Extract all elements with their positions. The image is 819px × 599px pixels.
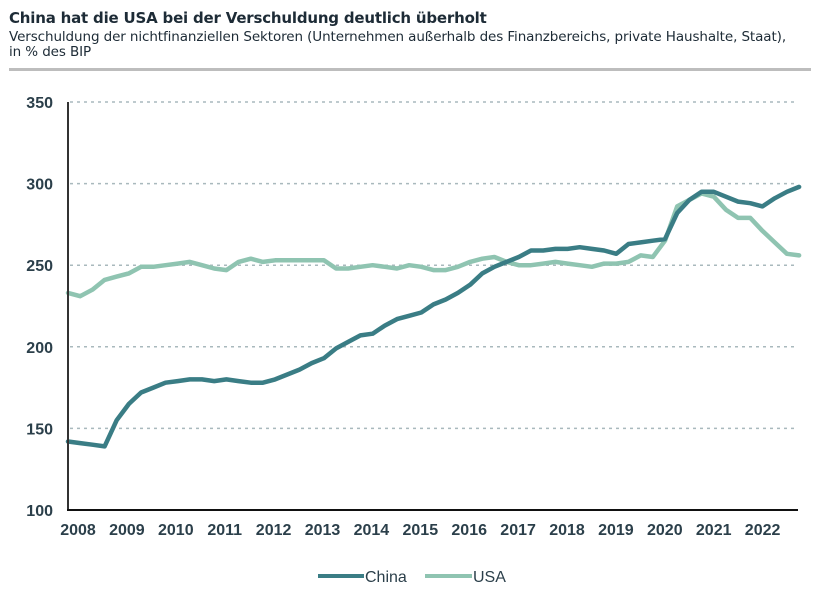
x-tick-label: 2008 [60, 522, 96, 539]
x-axis-tick-labels: 2008 2009 2010 2011 2012 2013 2014 2015 2016 2017… [60, 522, 780, 539]
y-tick-label: 250 [26, 258, 53, 275]
x-tick-label: 2016 [451, 522, 487, 539]
legend: China USA [318, 569, 506, 586]
series-line-usa [65, 191, 802, 299]
x-tick-label: 2020 [647, 522, 683, 539]
y-tick-label: 350 [26, 95, 53, 112]
chart-subtitle: Verschuldung der nichtfinanziellen Sekto… [9, 29, 787, 60]
legend-label-usa: USA [473, 569, 506, 586]
x-tick-label: 2012 [256, 522, 292, 539]
x-tick-label: 2015 [403, 522, 439, 539]
y-tick-label: 200 [26, 340, 53, 357]
series-lines [65, 184, 802, 449]
y-tick-label: 100 [26, 503, 53, 520]
x-tick-label: 2010 [158, 522, 194, 539]
x-tick-label: 2009 [109, 522, 145, 539]
y-tick-label: 300 [26, 177, 53, 194]
series-line-china [65, 184, 802, 449]
x-tick-label: 2019 [598, 522, 634, 539]
legend-label-china: China [365, 569, 407, 586]
chart-title: China hat die USA bei der Verschuldung d… [9, 9, 487, 27]
header-divider [9, 68, 811, 71]
gridlines [70, 101, 798, 430]
x-tick-label: 2013 [305, 522, 341, 539]
y-axis-tick-labels: 100 150 200 250 300 350 [26, 95, 53, 520]
x-tick-label: 2018 [549, 522, 585, 539]
x-tick-label: 2017 [500, 522, 536, 539]
x-tick-label: 2014 [354, 522, 390, 539]
x-tick-label: 2022 [745, 522, 781, 539]
x-tick-label: 2011 [207, 522, 242, 539]
x-tick-label: 2021 [696, 522, 732, 539]
y-tick-label: 150 [26, 421, 53, 438]
